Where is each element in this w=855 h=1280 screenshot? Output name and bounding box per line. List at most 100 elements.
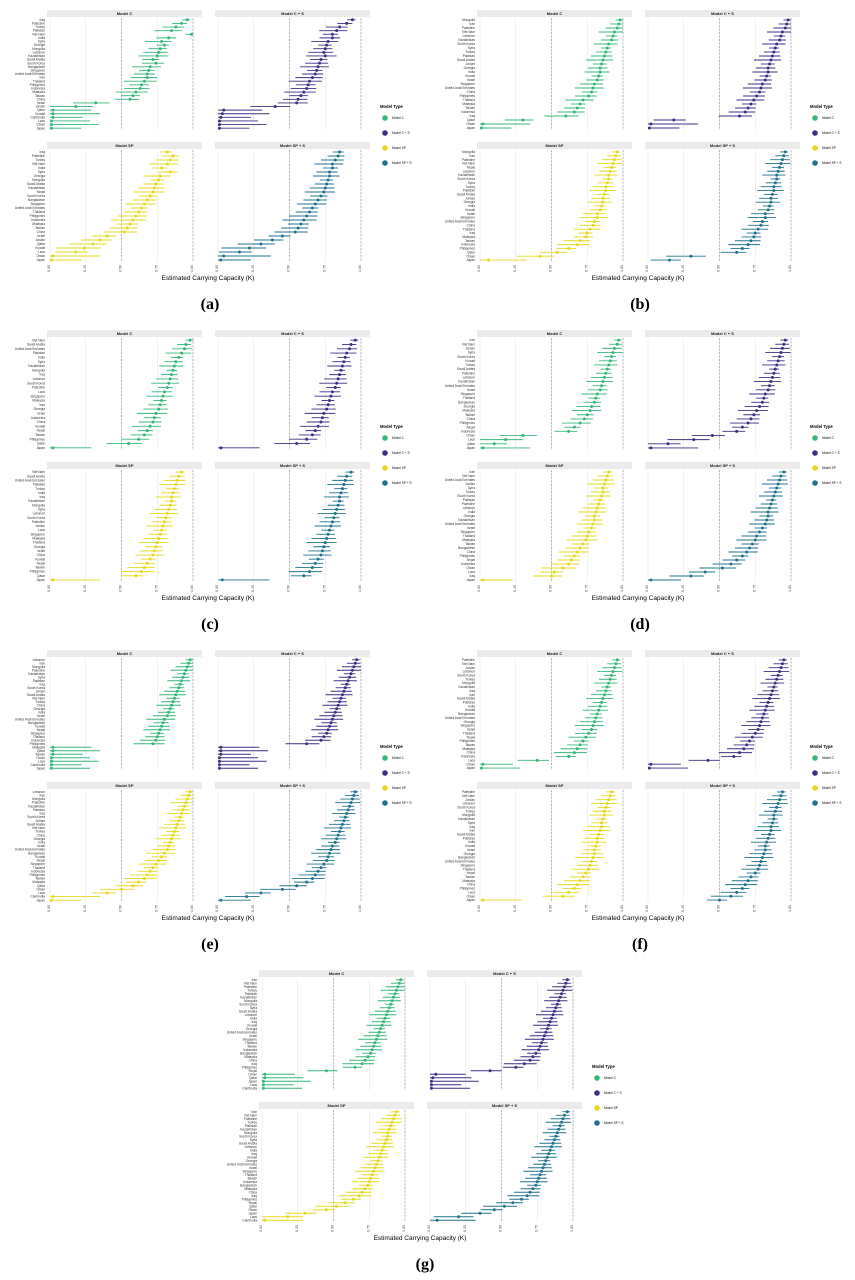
estimate-point [514,1065,518,1069]
country-label: Mongolia [244,1131,257,1135]
estimate-point [558,995,562,999]
estimate-point [145,198,149,202]
estimate-point [600,384,604,388]
estimate-point [155,541,159,545]
estimate-point [528,1190,532,1194]
country-label: Malaysia [244,1055,257,1059]
x-tick-label: 0.00 [477,265,481,272]
country-label: Palestine [244,985,257,989]
estimate-point [611,351,615,355]
legend-label: Model SP + S [604,1121,624,1125]
estimate-point [782,342,786,346]
estimate-point [171,368,175,372]
x-tick-label: 0.75 [752,265,756,272]
estimate-point [479,766,483,770]
estimate-point [547,1152,551,1156]
country-label: Malaysia [32,90,45,94]
country-label: Japan [466,258,475,262]
caption-b: (b) [630,296,650,313]
estimate-point [147,68,151,72]
x-axis-title: Estimated Carrying Capacity (K) [592,915,685,922]
country-label: Iran [470,338,476,342]
estimate-point [592,848,596,852]
legend-title: Model Type [380,104,403,109]
estimate-point [749,875,753,879]
estimate-point [350,797,354,801]
legend-swatch [812,465,818,471]
country-label: Kuwait [35,855,45,859]
estimate-point [74,250,78,254]
country-label: Pakistan [33,679,45,683]
estimate-point [565,978,569,982]
country-label: Israel [37,411,45,415]
x-tick-label: 0.25 [251,585,255,592]
country-label: Singapore [30,862,45,866]
estimate-point [775,486,779,490]
estimate-point [565,1110,569,1114]
facet-title: Model SP [115,783,133,788]
country-label: China [467,90,476,94]
estimate-point [319,420,323,424]
country-label: Turkey [35,25,45,29]
estimate-point [778,355,782,359]
facet-title: Model SP [327,1103,345,1108]
estimate-point [550,1145,554,1149]
estimate-point [174,483,178,487]
x-tick-label: 1.00 [190,905,194,912]
estimate-point [608,794,612,798]
estimate-point [782,154,786,158]
estimate-point [339,368,343,372]
country-label: Laos [468,438,475,442]
x-tick-label: 0.50 [549,585,553,592]
estimate-point [263,1076,267,1080]
estimate-point [51,112,55,116]
country-label: Syria [468,181,475,185]
estimate-point [610,790,614,794]
legend-label: Model C [822,756,835,760]
country-label: Palestine [32,520,45,524]
country-label: Kuwait [35,112,45,116]
estimate-point [330,844,334,848]
estimate-point [770,498,774,502]
estimate-point [333,710,337,714]
country-label: Taiwan [465,875,475,879]
country-label: South Korea [457,494,475,498]
estimate-point [605,685,609,689]
country-label: Viet Nam [462,342,475,346]
estimate-point [560,992,564,996]
legend-label: Model SP [604,1106,618,1110]
country-label: Kuwait [35,724,45,728]
facet-title: Model C [547,331,563,336]
country-label: Qatar [467,442,476,446]
estimate-point [689,254,693,258]
estimate-point [481,578,485,582]
estimate-point [615,658,619,662]
country-label: Georgia [464,66,476,70]
country-label: Indonesia [461,755,475,759]
estimate-point [602,482,606,486]
x-tick-label: 0.75 [322,585,326,592]
country-label: Iraq [252,1194,258,1198]
country-label: Malaysia [32,880,45,884]
facet-strip [47,650,202,657]
country-label: Georgia [464,720,476,724]
estimate-point [555,250,559,254]
country-label: Cambodia [30,115,45,119]
country-label: South Korea [27,194,45,198]
facet-title: Model C [117,651,133,656]
estimate-point [219,745,223,749]
x-tick-label: 0.25 [513,905,517,912]
estimate-point [786,18,790,22]
estimate-point [51,578,55,582]
estimate-point [329,524,333,528]
facet-strip [645,462,800,469]
estimate-point [316,198,320,202]
estimate-point [286,1215,290,1219]
x-tick-label: 0.75 [154,905,158,912]
facet-strip [259,970,414,977]
estimate-point [608,169,612,173]
estimate-point [592,518,596,522]
facet-title: Model C [547,651,563,656]
estimate-point [94,101,98,105]
estimate-point [591,724,595,728]
